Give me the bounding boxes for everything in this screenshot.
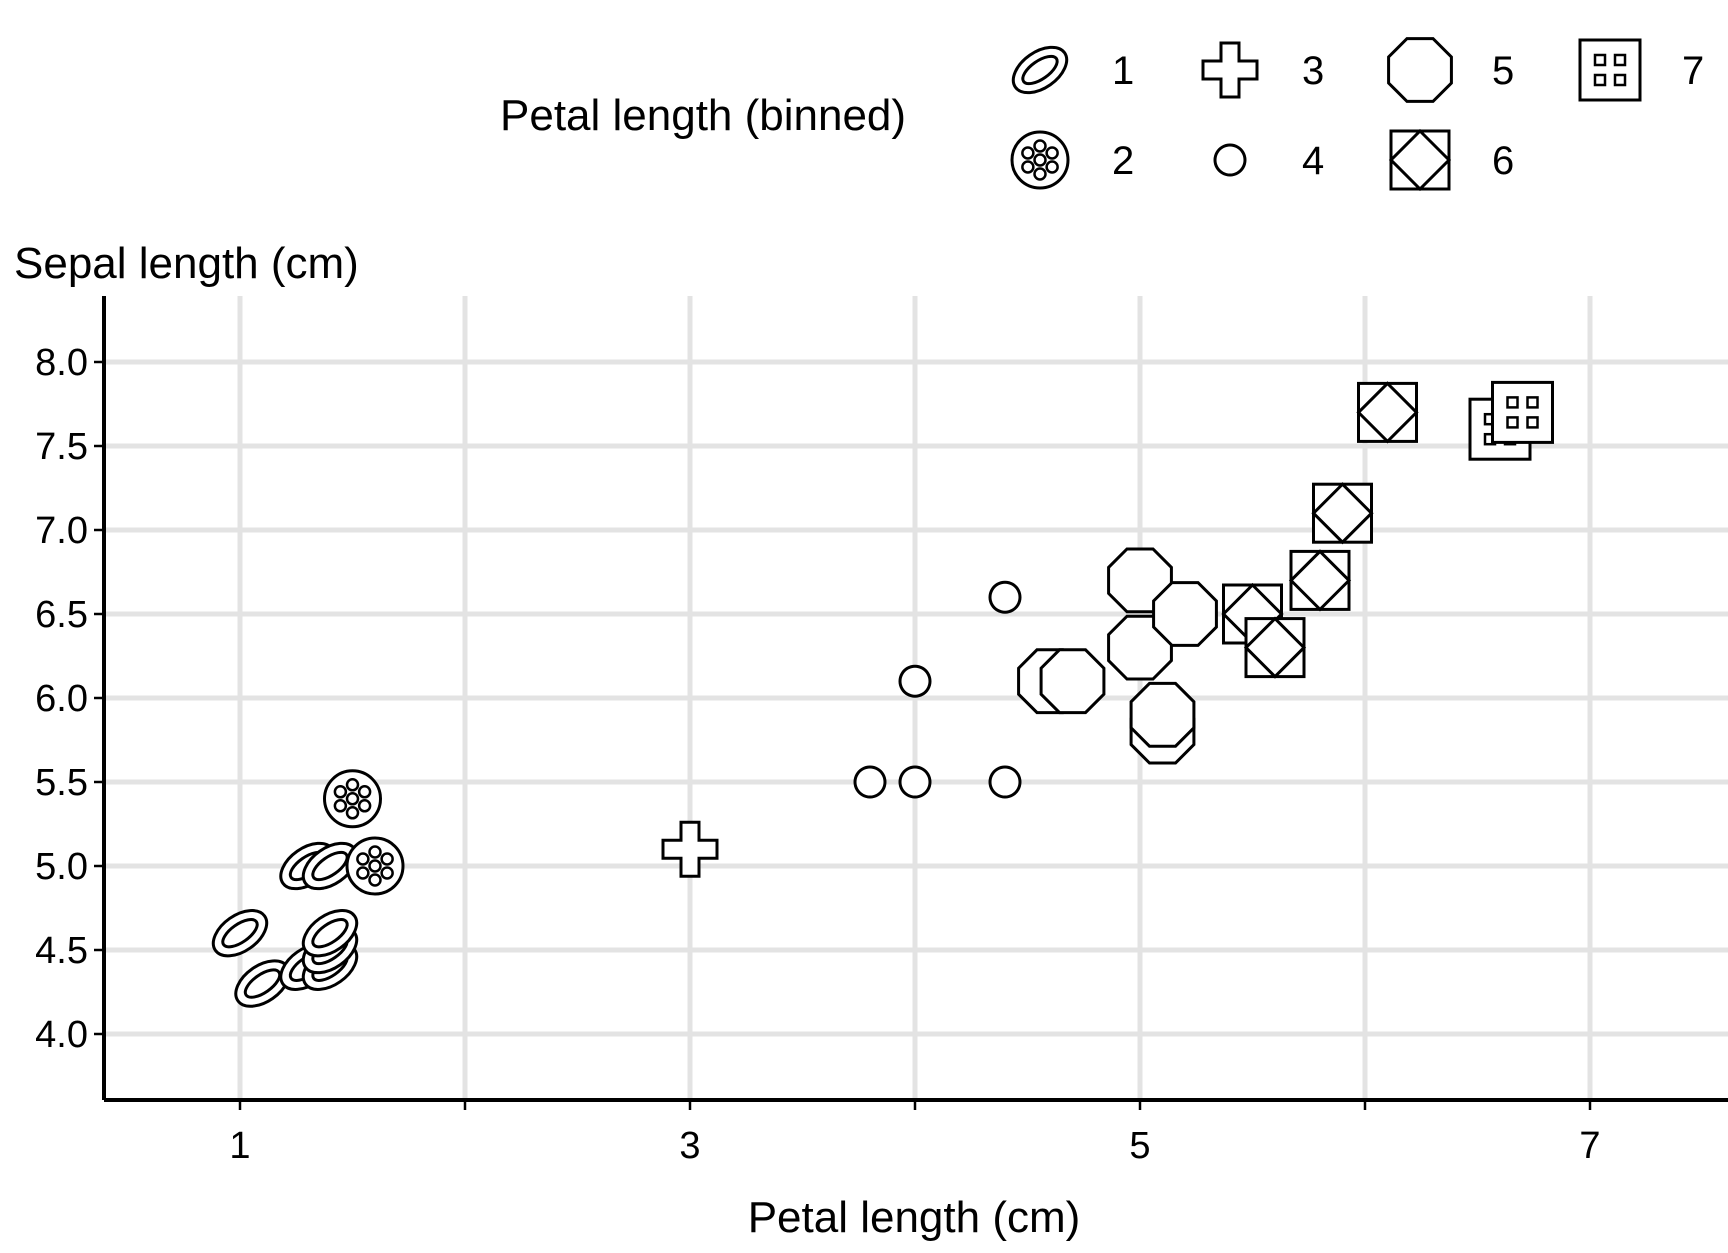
x-tick-label: 3 — [679, 1125, 700, 1167]
legend-label: 6 — [1492, 139, 1514, 183]
legend-item-6: 6 — [1388, 128, 1514, 192]
y-tick-label: 5.0 — [35, 846, 88, 888]
x-axis-label: Petal length (cm) — [748, 1193, 1081, 1242]
data-point-bin-5 — [1107, 547, 1173, 614]
y-tick-label: 4.0 — [35, 1014, 88, 1056]
legend-label: 2 — [1112, 139, 1134, 183]
data-point-bin-6 — [1288, 549, 1352, 612]
data-point-bin-4 — [853, 765, 887, 799]
legend-label: 4 — [1302, 139, 1324, 183]
data-point-bin-6 — [1356, 381, 1419, 444]
y-tick-label: 8.0 — [35, 342, 88, 384]
legend-item-7: 7 — [1578, 38, 1704, 102]
data-points — [211, 380, 1554, 1008]
legend-marker-2 — [1010, 130, 1070, 190]
legend-title: Petal length (binned) — [500, 91, 906, 140]
y-axis-label: Sepal length (cm) — [14, 239, 359, 288]
data-point-bin-6 — [1311, 482, 1374, 545]
y-tick-label: 6.0 — [35, 678, 88, 720]
legend: 1 2 3 4 5 6 7 — [1010, 37, 1704, 192]
x-tick-label: 1 — [229, 1125, 250, 1167]
legend-label: 7 — [1682, 49, 1704, 93]
data-point-bin-2 — [323, 769, 382, 829]
legend-marker-1 — [1011, 45, 1069, 95]
data-point-bin-4 — [898, 765, 932, 799]
data-point-bin-2 — [345, 836, 405, 896]
data-point-bin-1 — [301, 909, 359, 958]
y-tick-label: 4.5 — [35, 930, 88, 972]
data-point-bin-4 — [898, 664, 932, 698]
legend-marker-4 — [1213, 143, 1247, 177]
y-tick-label: 5.5 — [35, 762, 88, 804]
data-point-bin-4 — [988, 580, 1022, 614]
data-point-bin-5 — [1129, 681, 1196, 748]
y-tick-label: 6.5 — [35, 594, 88, 636]
data-point-bin-1 — [211, 909, 269, 958]
legend-item-5: 5 — [1387, 37, 1514, 103]
data-point-bin-7 — [1491, 380, 1554, 444]
data-point-bin-6 — [1243, 616, 1307, 679]
y-tick-label: 7.0 — [35, 510, 88, 552]
legend-label: 1 — [1112, 49, 1134, 93]
legend-item-4: 4 — [1213, 139, 1324, 183]
y-tick-label: 7.5 — [35, 426, 88, 468]
legend-marker-5 — [1387, 37, 1453, 103]
legend-item-2: 2 — [1010, 130, 1134, 190]
data-point-bin-5 — [1152, 581, 1218, 647]
legend-item-3: 3 — [1201, 41, 1324, 99]
legend-marker-7 — [1578, 38, 1642, 102]
legend-label: 5 — [1492, 49, 1514, 93]
data-point-bin-1 — [234, 959, 291, 1008]
x-tick-label: 5 — [1129, 1125, 1150, 1167]
legend-item-1: 1 — [1011, 45, 1134, 95]
data-point-bin-3 — [661, 820, 719, 878]
data-point-bin-4 — [988, 765, 1022, 799]
axes: 1 3 5 7 4.0 4.5 5.0 5.5 6.0 6.5 7.0 7.5 8.0 — [35, 296, 1728, 1167]
data-point-bin-5 — [1039, 648, 1106, 715]
legend-marker-6 — [1388, 128, 1452, 192]
x-tick-label: 7 — [1579, 1125, 1600, 1167]
legend-marker-3 — [1201, 41, 1259, 99]
legend-label: 3 — [1302, 49, 1324, 93]
